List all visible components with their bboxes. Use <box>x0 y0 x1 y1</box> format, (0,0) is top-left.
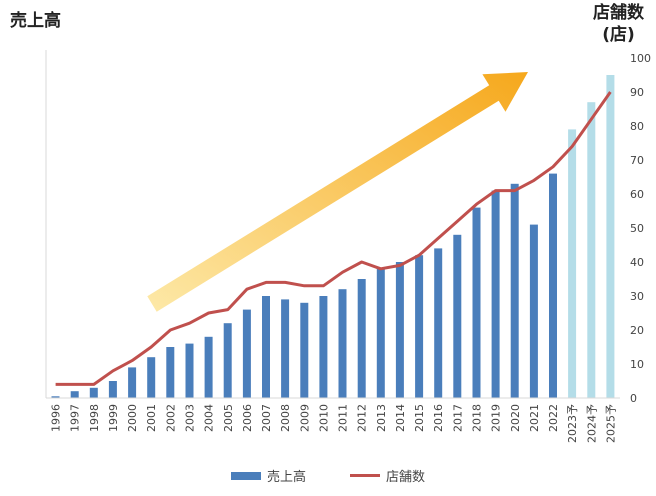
y2-tick-label: 100 <box>630 52 651 65</box>
sales-bar <box>510 183 519 398</box>
sales-bar <box>549 173 557 398</box>
x-tick-label: 2016 <box>432 404 445 432</box>
sales-bar <box>223 323 232 398</box>
sales-bar <box>108 381 117 398</box>
right-axis-title-line2: (店) <box>602 25 635 45</box>
legend: 売上高 店舗数 <box>0 466 656 485</box>
store-count-line <box>55 91 612 386</box>
x-tick-label: 1996 <box>50 404 63 432</box>
x-tick-label: 2017 <box>451 404 464 432</box>
x-tick-label: 2007 <box>260 404 273 432</box>
y2-tick-label: 20 <box>630 324 644 337</box>
x-tick-label: 2014 <box>394 404 407 432</box>
x-tick-label: 2020 <box>509 404 522 432</box>
y2-tick-label: 40 <box>630 256 644 269</box>
sales-bar <box>70 391 79 398</box>
sales-bar <box>319 296 328 398</box>
sales-bar <box>529 224 538 398</box>
sales-bar <box>357 279 366 398</box>
x-tick-label: 1997 <box>69 404 82 432</box>
sales-bar <box>453 234 462 398</box>
legend-stores-label: 店舗数 <box>386 470 426 485</box>
sales-bar <box>434 248 443 398</box>
forecast-sales-bar <box>568 129 577 398</box>
sales-bar <box>128 367 137 398</box>
sales-bar <box>51 396 60 398</box>
y2-tick-label: 50 <box>630 222 644 235</box>
x-tick-label: 1998 <box>88 404 101 432</box>
x-tick-label: 2008 <box>279 404 292 432</box>
y2-tick-label: 60 <box>630 188 644 201</box>
sales-bar <box>472 207 481 398</box>
x-tick-label: 2023予 <box>566 404 579 443</box>
x-tick-label: 2018 <box>471 404 484 432</box>
sales-and-stores-chart: 0 10 20 30 40 50 60 70 80 90 100 1996 1997 1998 1999 20… <box>45 50 651 443</box>
legend-item-sales: 売上高 <box>230 466 306 485</box>
y2-tick-label: 0 <box>630 392 637 405</box>
x-tick-label: 2021 <box>528 404 541 432</box>
x-tick-label: 1999 <box>107 404 120 432</box>
sales-bar <box>376 268 385 398</box>
y2-tick-label: 70 <box>630 154 644 167</box>
legend-line-swatch <box>350 474 380 477</box>
sales-bar <box>166 347 175 398</box>
forecast-sales-bar <box>606 75 615 398</box>
right-axis-title-line1: 店舗数 <box>593 3 644 23</box>
x-tick-label: 2001 <box>145 404 158 432</box>
sales-bar <box>415 255 424 398</box>
x-tick-label: 2009 <box>298 404 311 432</box>
y2-tick-label: 30 <box>630 290 644 303</box>
x-tick-label: 2022 <box>547 404 560 432</box>
sales-bar <box>491 190 500 398</box>
sales-bar <box>338 289 347 398</box>
right-axis-title: 店舗数 (店) <box>593 2 644 46</box>
x-tick-label: 2002 <box>164 404 177 432</box>
x-tick-label: 2015 <box>413 404 426 432</box>
legend-bar-swatch <box>230 471 261 480</box>
legend-item-stores: 店舗数 <box>350 466 425 485</box>
forecast-sales-bar <box>587 102 596 398</box>
x-tick-label: 2011 <box>337 404 350 432</box>
sales-bar <box>185 343 194 398</box>
sales-bar <box>89 387 98 398</box>
legend-sales-label: 売上高 <box>266 470 306 485</box>
y2-tick-label: 90 <box>630 86 644 99</box>
sales-bar <box>204 336 213 398</box>
y2-tick-label: 80 <box>630 120 644 133</box>
x-tick-label: 2003 <box>184 404 197 432</box>
sales-bar <box>242 309 251 398</box>
x-tick-label: 2010 <box>317 404 330 432</box>
sales-bar <box>262 296 270 398</box>
sales-bar <box>300 302 309 398</box>
x-tick-label: 2000 <box>126 404 139 432</box>
x-tick-label: 2004 <box>203 404 216 432</box>
x-tick-label: 2019 <box>490 404 503 432</box>
sales-bar <box>147 357 156 398</box>
x-tick-label: 2024予 <box>585 404 598 443</box>
left-axis-title: 売上高 <box>10 11 61 31</box>
x-tick-label: 2012 <box>356 404 369 432</box>
x-tick-label: 2006 <box>241 404 254 432</box>
y2-tick-label: 10 <box>630 358 644 371</box>
x-tick-label: 2013 <box>375 404 388 432</box>
sales-bar <box>395 262 404 398</box>
x-tick-label: 2025予 <box>604 404 617 443</box>
x-tick-label: 2005 <box>222 404 235 432</box>
sales-bar <box>281 299 290 398</box>
trend-arrow <box>147 72 529 312</box>
